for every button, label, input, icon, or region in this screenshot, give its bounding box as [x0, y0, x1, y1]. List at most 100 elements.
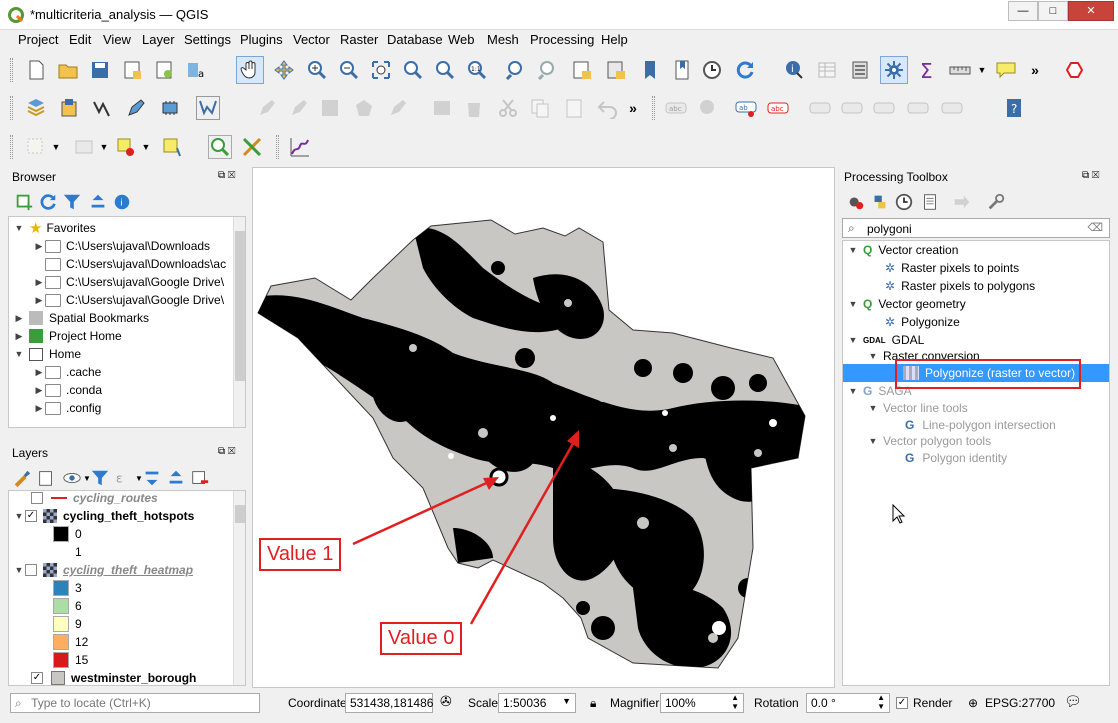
menu-edit[interactable]: Edit: [69, 32, 92, 47]
expand-arrow-icon[interactable]: ▶: [35, 384, 43, 395]
menu-project[interactable]: Project: [18, 32, 59, 47]
expand-arrow-icon[interactable]: ▶: [35, 402, 43, 413]
new-3d-view-icon[interactable]: [604, 58, 628, 82]
browser-panel-controls[interactable]: ⧉ ☒: [218, 170, 236, 181]
new-bookmark-icon[interactable]: [638, 58, 662, 82]
scale-field[interactable]: 1:50036 ▼: [498, 693, 576, 713]
algorithm-item[interactable]: ✲ Raster pixels to polygons: [885, 279, 1036, 293]
layer-row[interactable]: cycling_routes: [31, 491, 158, 507]
pin-labels-icon[interactable]: [808, 96, 832, 120]
toolbar-grip[interactable]: [652, 96, 655, 120]
browser-item[interactable]: C:\Users\ujaval\Downloads\ac: [33, 255, 226, 273]
edit-features-in-place-icon[interactable]: [952, 192, 972, 212]
magnifier-field[interactable]: 100% ▲ ▼: [660, 693, 744, 713]
new-map-view-icon[interactable]: [570, 58, 594, 82]
statistical-summary-icon[interactable]: Σ: [915, 58, 939, 82]
toggle-extents-icon[interactable]: ✇: [440, 693, 452, 709]
plugin-tool-icon[interactable]: [240, 135, 264, 159]
browser-item[interactable]: ▶ Project Home: [13, 327, 122, 345]
expand-arrow-icon[interactable]: ▼: [14, 511, 24, 521]
new-print-layout-icon[interactable]: [120, 58, 144, 82]
current-edits-icon[interactable]: [255, 96, 279, 120]
scroll-thumb[interactable]: [235, 505, 245, 523]
deselect-all-icon[interactable]: [114, 135, 138, 159]
expand-arrow-icon[interactable]: ▶: [35, 294, 43, 305]
label-toolbar-icon[interactable]: abc: [664, 96, 688, 120]
toolbox-gear-icon[interactable]: [880, 56, 908, 84]
filter-expression-icon[interactable]: ε: [114, 468, 134, 488]
clear-search-icon[interactable]: ⌫: [1087, 222, 1103, 234]
menu-help[interactable]: Help: [601, 32, 628, 47]
cut-features-icon[interactable]: [496, 96, 520, 120]
select-location-icon[interactable]: [160, 135, 184, 159]
browser-item[interactable]: ▶ .conda: [33, 381, 103, 399]
rotate-label-icon[interactable]: [906, 96, 930, 120]
pencil-disabled-icon[interactable]: [287, 96, 311, 120]
save-project-icon[interactable]: [88, 58, 112, 82]
zoom-to-selection-icon[interactable]: [401, 58, 425, 82]
algorithm-group[interactable]: ▼ Q Vector geometry: [848, 297, 966, 311]
collapse-all-layers-icon[interactable]: [166, 468, 186, 488]
menu-layer[interactable]: Layer: [142, 32, 175, 47]
locate-search-input[interactable]: ⌕ Type to locate (Ctrl+K): [10, 693, 260, 713]
filter-browser-icon[interactable]: [62, 192, 82, 212]
virtual-layer-icon[interactable]: [158, 96, 182, 120]
layer-styling-icon[interactable]: [12, 468, 32, 488]
menu-view[interactable]: View: [103, 32, 131, 47]
minimize-button[interactable]: —: [1008, 1, 1038, 21]
diagram-icon[interactable]: [696, 96, 720, 120]
close-button[interactable]: ✕: [1068, 1, 1114, 21]
refresh-browser-icon[interactable]: [38, 192, 58, 212]
menu-vector[interactable]: Vector: [293, 32, 330, 47]
models-icon[interactable]: [846, 192, 866, 212]
vertex-tool-icon[interactable]: [1062, 58, 1086, 82]
expand-all-icon[interactable]: [142, 468, 162, 488]
expand-arrow-icon[interactable]: ▼: [14, 223, 24, 233]
toolbox-panel-controls[interactable]: ⧉ ☒: [1082, 170, 1100, 181]
filter-legend-icon[interactable]: [90, 468, 110, 488]
layer-checkbox[interactable]: ✓: [31, 672, 43, 684]
move-label-icon[interactable]: [872, 96, 896, 120]
refresh-icon[interactable]: [733, 58, 757, 82]
map-themes-dropdown-icon[interactable]: ▼: [83, 473, 91, 483]
zoom-native-icon[interactable]: 1:1: [465, 58, 489, 82]
scroll-thumb[interactable]: [235, 231, 245, 381]
menu-settings[interactable]: Settings: [184, 32, 231, 47]
delete-selected-icon[interactable]: [462, 96, 486, 120]
open-attribute-table-icon[interactable]: [815, 58, 839, 82]
deselect-dropdown-icon[interactable]: ▼: [141, 142, 151, 152]
remove-layer-icon[interactable]: [190, 468, 210, 488]
browser-item[interactable]: ▶ .config: [33, 399, 102, 417]
add-selected-layers-icon[interactable]: [14, 192, 34, 212]
algorithm-subgroup[interactable]: ▼ Vector line tools: [868, 401, 968, 415]
digitize-shape-icon[interactable]: [90, 96, 114, 120]
zoom-full-icon[interactable]: [369, 58, 393, 82]
locator-search-icon[interactable]: [208, 135, 232, 159]
lock-scale-icon[interactable]: 🔒︎: [590, 696, 597, 710]
change-label-icon[interactable]: [940, 96, 964, 120]
show-hide-labels-icon[interactable]: [840, 96, 864, 120]
zoom-out-icon[interactable]: [337, 58, 361, 82]
undo-icon[interactable]: [596, 96, 620, 120]
save-edits-icon[interactable]: [318, 96, 342, 120]
expand-arrow-icon[interactable]: ▼: [14, 565, 24, 575]
layers-scrollbar[interactable]: [233, 491, 245, 685]
profile-tool-icon[interactable]: [288, 135, 312, 159]
expand-arrow-icon[interactable]: ▼: [848, 245, 858, 255]
zoom-in-icon[interactable]: [305, 58, 329, 82]
open-project-icon[interactable]: [56, 58, 80, 82]
map-canvas[interactable]: Value 1 Value 0: [252, 167, 835, 688]
zoom-last-icon[interactable]: [503, 58, 527, 82]
crs-label[interactable]: EPSG:27700: [985, 696, 1056, 710]
layers-panel-controls[interactable]: ⧉ ☒: [218, 446, 236, 457]
messages-icon[interactable]: 💬︎: [1064, 693, 1082, 709]
identify-features-icon[interactable]: i: [782, 58, 806, 82]
crs-globe-icon[interactable]: ⊕: [968, 696, 979, 710]
toolbar-grip[interactable]: [10, 96, 13, 120]
temporal-controller-icon[interactable]: [700, 58, 724, 82]
show-bookmarks-icon[interactable]: [670, 58, 694, 82]
algorithm-group[interactable]: ▼ GDAL GDAL: [848, 333, 925, 347]
layer-row[interactable]: ▼ ✓ cycling_theft_hotspots: [14, 509, 195, 523]
maximize-button[interactable]: □: [1038, 1, 1068, 21]
algorithm-item-selected[interactable]: Polygonize (raster to vector): [843, 364, 1109, 382]
